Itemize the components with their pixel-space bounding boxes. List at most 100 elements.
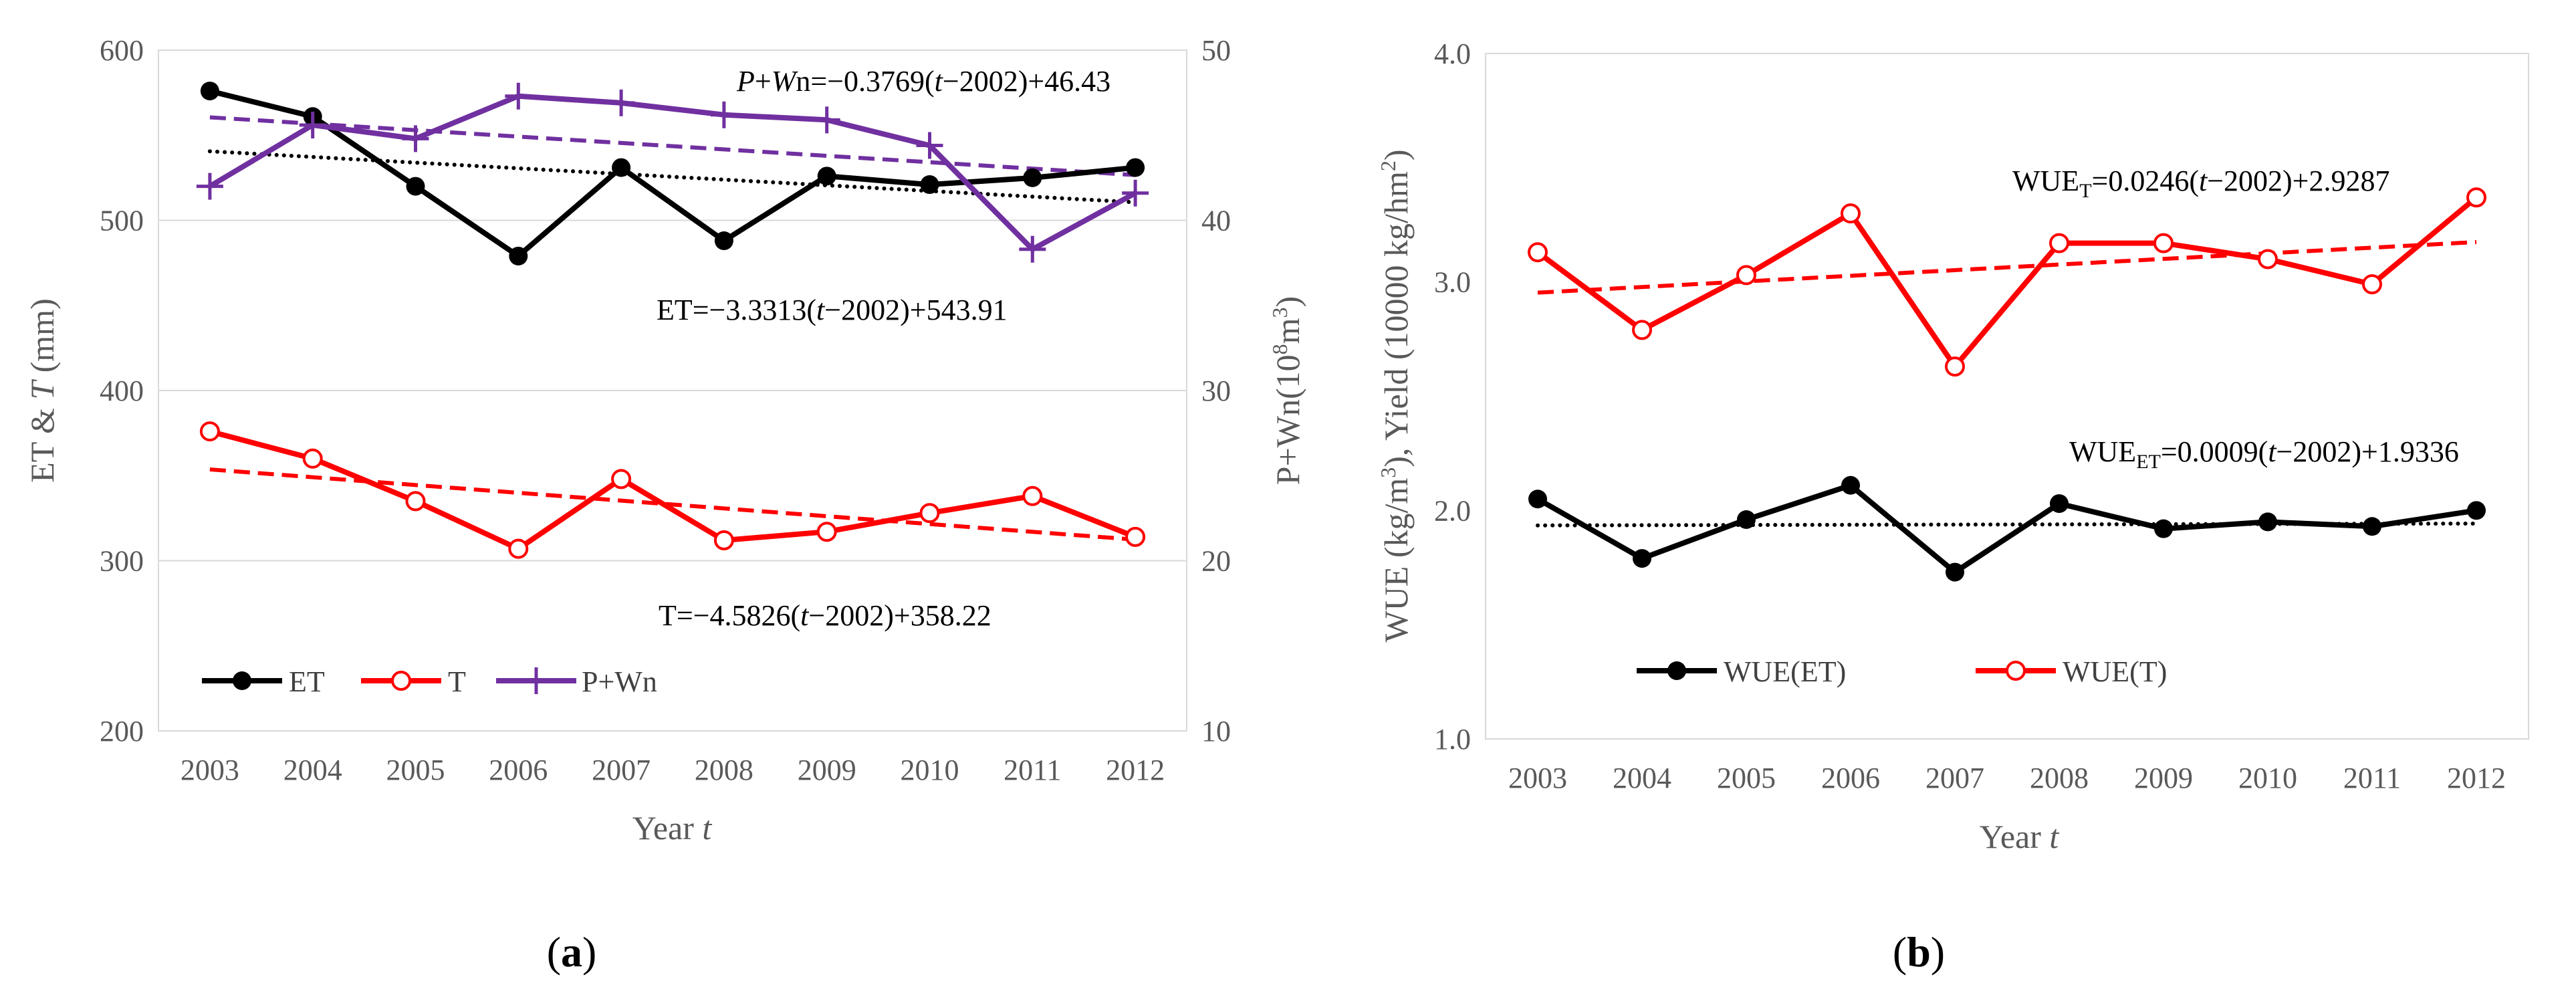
- panel-a-marker-p-wn-2012: [1122, 179, 1149, 207]
- panel-a-marker-t-2004: [302, 448, 323, 469]
- panel-a-x-tick-2008: 2008: [695, 754, 753, 786]
- panel-a-et-eq-t: t: [816, 294, 826, 326]
- legend-pwn-marker: [523, 667, 550, 694]
- panel-a-line-p-wn: [208, 93, 1137, 252]
- panel-a-y2-tick-20: 20: [1201, 545, 1231, 578]
- panel-a-y2-tick-50: 50: [1201, 34, 1231, 67]
- panel-b-line-wue-et: [1536, 482, 2477, 575]
- panel-b-wue-t-eq-mid: =0.0246(: [2092, 165, 2199, 197]
- panel-a-label: (a): [547, 928, 597, 976]
- panel-a-ylabel-unit: (mm): [23, 298, 61, 381]
- panel-a-x-tick-2003: 2003: [181, 754, 239, 786]
- legend-wue-t-label: WUE(T): [2063, 655, 2167, 688]
- legend-t-marker: [391, 671, 411, 691]
- panel-b-x-tick-2007: 2007: [1925, 762, 1984, 794]
- legend-et-label: ET: [289, 665, 325, 698]
- panel-a-y2label-main: P+Wn(10: [1269, 354, 1306, 485]
- panel-b-wue-t-eq-head: WUE: [2012, 165, 2079, 197]
- panel-a-marker-et-2008: [714, 231, 733, 251]
- panel-b-marker-wue-t-2012: [2466, 187, 2486, 208]
- panel-a-xlabel-var: t: [702, 809, 712, 847]
- panel-a-y2label-sup: 8: [1268, 344, 1292, 354]
- panel-b-plot-frame: [1485, 53, 2529, 740]
- panel-a-y2label-unit: m: [1269, 318, 1306, 344]
- panel-b-marker-wue-t-2005: [1736, 265, 1756, 286]
- panel-b-x-tick-2009: 2009: [2134, 762, 2193, 794]
- panel-b-marker-wue-t-2006: [1841, 203, 1861, 224]
- panel-b-y-tick-2-0: 2.0: [1434, 494, 1471, 527]
- panel-a-marker-t-2008: [713, 530, 734, 550]
- panel-a-y2-axis-label: P+Wn(108m3): [1268, 296, 1306, 485]
- panel-b-wue-et-equation: WUEET=0.0009(t−2002)+1.9336: [2069, 435, 2459, 473]
- panel-b-marker-wue-et-2003: [1528, 489, 1547, 509]
- panel-a-t-equation: T=−4.5826(t−2002)+358.22: [659, 599, 991, 632]
- panel-b-x-tick-2003: 2003: [1508, 762, 1567, 794]
- panel-a-label-open: (: [547, 928, 561, 976]
- panel-a-marker-p-wn-2009: [813, 106, 840, 134]
- panel-a-marker-p-wn-2004: [299, 111, 326, 138]
- panel-b-ylabel-c: ): [1377, 150, 1415, 161]
- panel-b-marker-wue-et-2011: [2363, 517, 2381, 536]
- panel-a-y-tick-600: 600: [100, 34, 144, 67]
- panel-b-marker-wue-t-2007: [1945, 356, 1965, 377]
- panel-b-y-axis-label: WUE (kg/m3), Yield (10000 kg/hm2): [1376, 150, 1415, 643]
- panel-a-x-tick-2009: 2009: [798, 754, 856, 786]
- panel-b-wue-t-eq-t: t: [2199, 165, 2208, 197]
- panel-a-y2label-sup2: 3: [1268, 307, 1292, 318]
- panel-a-x-tick-2004: 2004: [283, 754, 342, 786]
- panel-a-pwn-eq-p: P: [736, 65, 755, 98]
- panel-b-y-tick-labels: 1.0 2.0 3.0 4.0: [1434, 37, 1471, 756]
- panel-a-marker-et-2011: [1023, 168, 1042, 187]
- panel-a-pwn-eq-rest: n=−0.3769(: [796, 65, 934, 98]
- panel-a-y-tick-500: 500: [100, 205, 144, 237]
- panel-b-wue-et-eq-tail: −2002)+1.9336: [2276, 435, 2459, 468]
- panel-a-line-t: [209, 429, 1137, 552]
- panel-a-et-eq-tail: −2002)+543.91: [824, 294, 1007, 326]
- panel-a-x-tick-2007: 2007: [592, 754, 651, 786]
- legend-t-label: T: [448, 665, 466, 698]
- panel-a-xlabel-main: Year: [632, 809, 703, 847]
- panel-a-x-tick-2010: 2010: [901, 754, 959, 786]
- panel-b-marker-wue-et-2004: [1633, 549, 1651, 568]
- panel-a-marker-p-wn-2005: [402, 125, 429, 152]
- panel-b-markers: [1528, 187, 2486, 582]
- panel-a-marker-et-2010: [920, 175, 939, 195]
- panel-a-marker-p-wn-2006: [505, 82, 532, 110]
- panel-b-x-tick-2012: 2012: [2447, 762, 2506, 794]
- panel-b-trendline-wue-et: [1536, 521, 2478, 528]
- panel-a-marker-p-wn-2010: [916, 132, 943, 159]
- panel-a-marker-t-2005: [405, 491, 426, 512]
- panel-a-x-axis-label: Year t: [632, 809, 713, 847]
- panel-b-x-tick-2004: 2004: [1613, 762, 1671, 794]
- panel-b-label-letter: b: [1907, 928, 1931, 976]
- panel-a-marker-et-2006: [509, 246, 528, 265]
- panel-a-marker-p-wn-2007: [608, 89, 635, 116]
- panel-a-trendline-et: [207, 149, 1138, 205]
- panel-a-y-tick-labels: 200 300 400 500 600: [100, 34, 144, 748]
- panel-b-xlabel-var: t: [2049, 818, 2059, 855]
- panel-a-x-tick-2012: 2012: [1106, 754, 1165, 786]
- legend-et-marker: [233, 671, 251, 690]
- panel-b-marker-wue-t-2008: [2049, 233, 2069, 253]
- panel-b-series-lines: [1536, 195, 2478, 575]
- panel-a-marker-t-2011: [1022, 485, 1043, 506]
- panel-b-legend: WUE(ET) WUE(T): [1637, 655, 2167, 688]
- panel-a-marker-t-2012: [1125, 526, 1146, 547]
- panel-b-chart: 1.02.03.04.0 2003 2004 2005 2006 2007 2008 200…: [1376, 37, 2529, 976]
- panel-b-x-tick-2011: 2011: [2343, 762, 2401, 794]
- panel-b-y-tick-4-0: 4.0: [1434, 37, 1471, 70]
- panel-a-et-equation: ET=−3.3313(t−2002)+543.91: [657, 294, 1008, 326]
- panel-b-y-tick-3-0: 3.0: [1434, 266, 1471, 299]
- panel-a-pwn-eq-plus: +: [755, 65, 772, 98]
- panel-a-marker-p-wn-2008: [710, 101, 737, 128]
- panel-a-y-tick-300: 300: [100, 545, 144, 578]
- panel-a-pwn-eq-tail: −2002)+46.43: [943, 65, 1110, 98]
- panel-b-line-wue-t: [1536, 195, 2478, 370]
- panel-a-y2-tick-30: 30: [1201, 374, 1231, 407]
- panel-b-xlabel-main: Year: [1980, 818, 2050, 855]
- panel-a-marker-et-2007: [612, 158, 631, 177]
- panel-a-marker-et-2005: [406, 177, 425, 196]
- panel-a-t-eq-head: T=−4.5826(: [659, 599, 800, 632]
- panel-b-wue-et-eq-mid: =0.0009(: [2161, 435, 2268, 468]
